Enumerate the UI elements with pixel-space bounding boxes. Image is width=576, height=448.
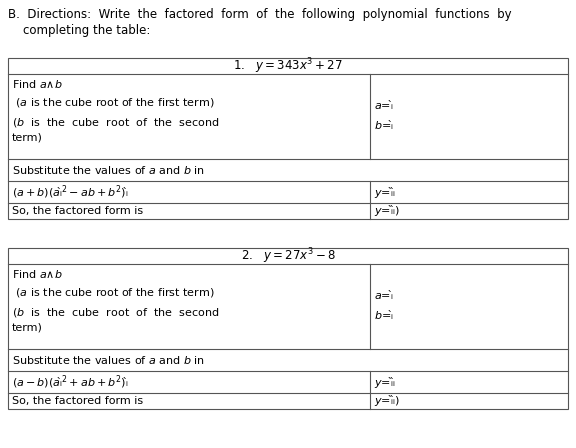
Text: $(a+b)(a$ᵢ̀$^2-ab+b^2)$ᵢ̀: $(a+b)(a$ᵢ̀$^2-ab+b^2)$ᵢ̀ <box>12 183 128 201</box>
Text: Find $a$$\wedge$$b$: Find $a$$\wedge$$b$ <box>12 268 63 280</box>
Text: $(a-b)(a$ᵢ̀$^2+ab+b^2)$ᵢ̀: $(a-b)(a$ᵢ̀$^2+ab+b^2)$ᵢ̀ <box>12 373 128 391</box>
Text: $a$=ᵢ̀: $a$=ᵢ̀ <box>374 288 393 301</box>
Text: $y$=ᵢ̀ᵢ̀: $y$=ᵢ̀ᵢ̀ <box>374 375 396 389</box>
Text: term): term) <box>12 322 43 332</box>
Text: ($b$  is  the  cube  root  of  the  second: ($b$ is the cube root of the second <box>12 306 219 319</box>
Text: term): term) <box>12 132 43 142</box>
Text: So, the factored form is: So, the factored form is <box>12 396 143 406</box>
Text: 2.   $y=27x^3-8$: 2. $y=27x^3-8$ <box>241 246 335 266</box>
Text: B.  Directions:  Write  the  factored  form  of  the  following  polynomial  fun: B. Directions: Write the factored form o… <box>8 8 511 21</box>
Text: completing the table:: completing the table: <box>8 24 150 37</box>
Text: $y$=ᵢ̀ᵢ̀: $y$=ᵢ̀ᵢ̀ <box>374 185 396 199</box>
Text: ($b$  is  the  cube  root  of  the  second: ($b$ is the cube root of the second <box>12 116 219 129</box>
Text: ($a$ is the cube root of the first term): ($a$ is the cube root of the first term) <box>12 96 214 109</box>
Text: Find $a$$\wedge$$b$: Find $a$$\wedge$$b$ <box>12 78 63 90</box>
Text: $b$=ᵢ̀: $b$=ᵢ̀ <box>374 308 393 321</box>
Text: $b$=ᵢ̀: $b$=ᵢ̀ <box>374 118 393 131</box>
Text: $y$=ᵢ̀ᵢ̀): $y$=ᵢ̀ᵢ̀) <box>374 203 400 219</box>
Text: ($a$ is the cube root of the first term): ($a$ is the cube root of the first term) <box>12 286 214 299</box>
Bar <box>8 248 568 409</box>
Text: 1.   $y=343x^3+27$: 1. $y=343x^3+27$ <box>233 56 343 76</box>
Text: $a$=ᵢ̀: $a$=ᵢ̀ <box>374 98 393 111</box>
Text: Substitute the values of $a$ and $b$ in: Substitute the values of $a$ and $b$ in <box>12 164 205 176</box>
Text: So, the factored form is: So, the factored form is <box>12 206 143 216</box>
Text: Substitute the values of $a$ and $b$ in: Substitute the values of $a$ and $b$ in <box>12 354 205 366</box>
Text: $y$=ᵢ̀ᵢ̀): $y$=ᵢ̀ᵢ̀) <box>374 393 400 409</box>
Bar <box>8 58 568 219</box>
